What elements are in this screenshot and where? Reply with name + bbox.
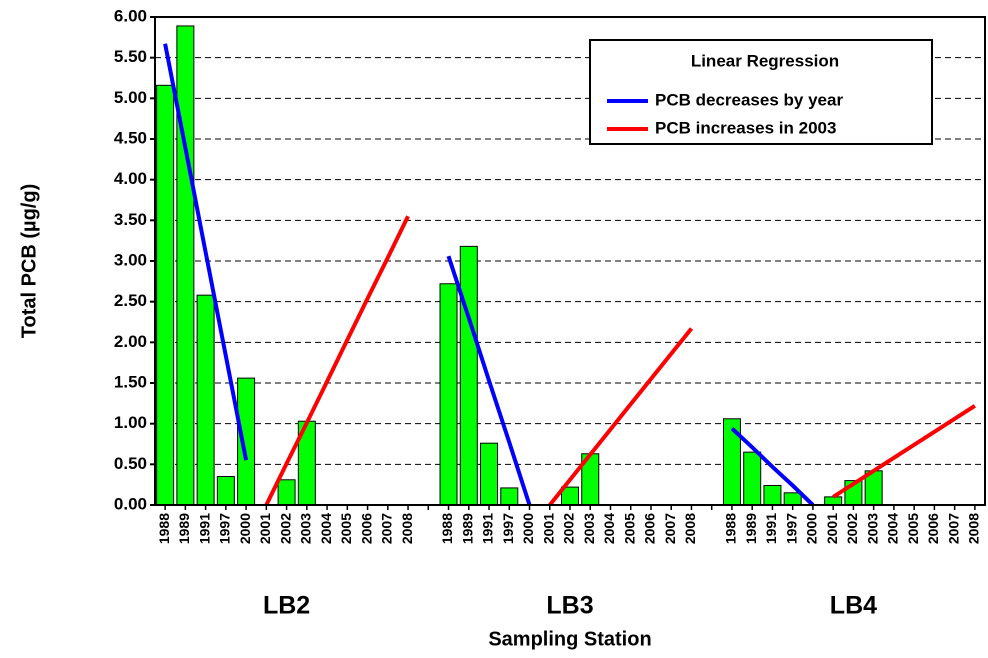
x-tick-label: 2000 [237, 513, 253, 544]
legend-label: PCB decreases by year [655, 90, 843, 109]
x-tick-label: 1991 [196, 513, 212, 544]
x-tick-label: 2001 [824, 513, 840, 544]
y-axis-title: Total PCB (µg/g) [18, 184, 40, 338]
y-tick-label: 5.00 [114, 88, 147, 107]
legend-label: PCB increases in 2003 [655, 118, 836, 137]
y-tick-label: 4.00 [114, 169, 147, 188]
plot-frame [154, 16, 986, 506]
group-label: LB2 [263, 592, 310, 620]
x-tick-label: 2005 [338, 513, 354, 544]
x-tick-label: 2007 [945, 513, 961, 544]
bar [783, 492, 802, 506]
bar [156, 84, 175, 506]
x-tick-label: 1997 [500, 513, 516, 544]
bar [743, 451, 762, 506]
x-tick-label: 2004 [601, 513, 617, 544]
x-tick-label: 2008 [966, 513, 982, 544]
x-tick-label: 1997 [217, 513, 233, 544]
bar [763, 484, 782, 506]
bar [277, 479, 296, 506]
y-tick-label: 4.50 [114, 128, 147, 147]
bar [216, 476, 235, 506]
x-tick-label: 2003 [298, 513, 314, 544]
x-tick-label: 1991 [763, 513, 779, 544]
y-tick-label: 2.50 [114, 291, 147, 310]
y-tick-label: 0.50 [114, 454, 147, 473]
regression-line [163, 43, 815, 507]
y-tick-label: 3.50 [114, 210, 147, 229]
x-tick-label: 2008 [682, 513, 698, 544]
x-tick-label: 2000 [520, 513, 536, 544]
x-tick-label: 1997 [783, 513, 799, 544]
group-label: LB3 [546, 592, 593, 620]
x-tick-label: 2008 [399, 513, 415, 544]
y-tick-label: 6.00 [114, 6, 147, 25]
x-tick-label: 2006 [358, 513, 374, 544]
legend: Linear Regression PCB decreases by year PC… [589, 39, 933, 145]
y-tick-label: 0.00 [114, 494, 147, 513]
bar [196, 294, 215, 506]
x-tick-label: 1989 [743, 513, 759, 544]
x-tick-label: 1989 [176, 513, 192, 544]
bar [480, 442, 499, 506]
x-tick-label: 1988 [439, 513, 455, 544]
x-tick-label: 2006 [925, 513, 941, 544]
x-tick-label: 1988 [723, 513, 739, 544]
x-tick-label: 2002 [561, 513, 577, 544]
group-label: LB4 [830, 592, 877, 620]
x-tick-label: 2003 [864, 513, 880, 544]
x-axis-title: Sampling Station [488, 628, 651, 650]
x-tick-label: 2001 [257, 513, 273, 544]
x-tick-label: 2006 [642, 513, 658, 544]
x-tick-label: 2001 [540, 513, 556, 544]
y-tick-label: 2.00 [114, 332, 147, 351]
x-tick-label: 2004 [885, 513, 901, 544]
y-tick-label: 1.00 [114, 413, 147, 432]
x-tick-label: 2002 [844, 513, 860, 544]
x-tick-label: 1989 [459, 513, 475, 544]
x-tick-label: 2007 [379, 513, 395, 544]
x-tick-label: 2005 [905, 513, 921, 544]
x-tick-label: 2005 [621, 513, 637, 544]
bar [824, 496, 843, 506]
y-tick-label: 1.50 [114, 372, 147, 391]
bar [176, 25, 195, 506]
x-tick-label: 2004 [318, 513, 334, 544]
regression-line [264, 215, 976, 507]
bar [459, 245, 478, 506]
x-tick-label: 2000 [804, 513, 820, 544]
x-tick-label: 2003 [581, 513, 597, 544]
y-tick-label: 3.00 [114, 250, 147, 269]
legend-title: Linear Regression [691, 51, 839, 70]
x-tick-label: 2007 [662, 513, 678, 544]
legend-box [589, 39, 933, 145]
bar [500, 487, 519, 506]
bar [439, 283, 458, 506]
x-tick-label: 2002 [277, 513, 293, 544]
bar [237, 377, 256, 506]
y-tick-label: 5.50 [114, 47, 147, 66]
x-tick-label: 1988 [156, 513, 172, 544]
x-tick-label: 1991 [480, 513, 496, 544]
